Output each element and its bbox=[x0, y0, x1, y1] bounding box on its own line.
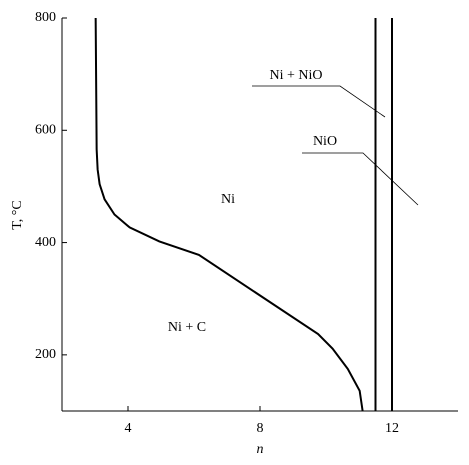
x-tick-label: 4 bbox=[125, 421, 132, 436]
y-tick-label: 600 bbox=[35, 123, 56, 138]
x-tick-label: 8 bbox=[257, 421, 264, 436]
annotation: Ni bbox=[221, 192, 235, 207]
y-tick-label: 800 bbox=[35, 10, 56, 25]
leader-line bbox=[302, 152, 419, 206]
curve bbox=[94, 17, 364, 412]
x-axis-label: n bbox=[257, 442, 264, 457]
y-tick-label: 200 bbox=[35, 347, 56, 362]
x-tick-label: 12 bbox=[385, 421, 399, 436]
leader-line bbox=[252, 85, 386, 118]
annotation: Ni + NiO bbox=[269, 68, 322, 83]
annotation: NiO bbox=[313, 134, 337, 149]
y-axis-label: T, °C bbox=[10, 200, 25, 229]
annotation: Ni + C bbox=[168, 320, 206, 335]
y-tick-label: 400 bbox=[35, 235, 56, 250]
